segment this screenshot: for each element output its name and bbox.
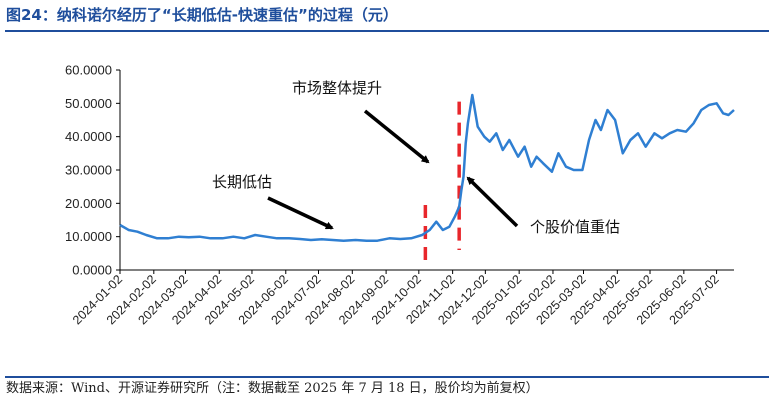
price-series-line (119, 93, 735, 242)
annotation-market-rise-label: 市场整体提升 (292, 79, 382, 97)
annotation-long-undervalued-label: 长期低估 (212, 173, 272, 191)
source-note: 数据来源：Wind、开源证券研究所（注：数据截至 2025 年 7 月 18 日… (6, 381, 539, 396)
y-tick-label: 20.0000 (65, 196, 112, 211)
line-chart: 0.0000 10.0000 20.0000 30.0000 40.0000 50.000… (65, 63, 735, 327)
y-tick-label: 50.0000 (65, 96, 112, 111)
figure-title: 图24：纳科诺尔经历了“长期低估-快速重估”的过程（元） (6, 6, 398, 24)
annotation-revaluation-arrow (466, 176, 519, 228)
y-tick-label: 40.0000 (65, 129, 112, 144)
y-tick-label: 30.0000 (65, 163, 112, 178)
annotation-market-rise-arrow (363, 109, 430, 164)
annotation-long-undervalued-arrow (267, 196, 334, 230)
y-tick-label: 10.0000 (65, 229, 112, 244)
footer-divider (5, 376, 769, 378)
title-divider (5, 30, 769, 32)
y-tick-label: 0.0000 (72, 263, 112, 278)
y-tick-label: 60.0000 (65, 63, 112, 78)
annotation-revaluation-label: 个股价值重估 (530, 218, 620, 236)
